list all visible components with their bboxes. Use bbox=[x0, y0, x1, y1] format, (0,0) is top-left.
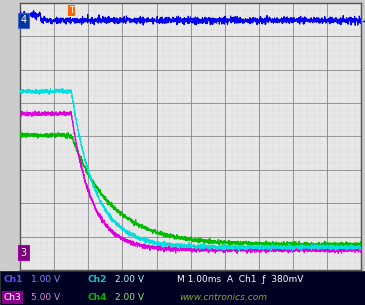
Text: M 1.00ms  A  Ch1  ƒ  380mV: M 1.00ms A Ch1 ƒ 380mV bbox=[177, 275, 303, 284]
Text: 3: 3 bbox=[20, 248, 26, 258]
Text: Ch2: Ch2 bbox=[88, 275, 107, 284]
Text: T: T bbox=[69, 6, 74, 15]
Text: Ch3: Ch3 bbox=[4, 293, 22, 302]
Text: www.cntronics.com: www.cntronics.com bbox=[179, 293, 267, 302]
Text: 1.00 V: 1.00 V bbox=[31, 275, 60, 284]
Text: 5.00 V: 5.00 V bbox=[31, 293, 60, 302]
Text: ◄: ◄ bbox=[362, 15, 365, 25]
Text: 2.00 V: 2.00 V bbox=[115, 275, 144, 284]
Text: Ch1: Ch1 bbox=[4, 275, 23, 284]
Text: ▼: ▼ bbox=[68, 0, 75, 2]
Text: 2.00 V: 2.00 V bbox=[115, 293, 144, 302]
Text: 4: 4 bbox=[20, 15, 26, 25]
Text: Ch4: Ch4 bbox=[88, 293, 107, 302]
